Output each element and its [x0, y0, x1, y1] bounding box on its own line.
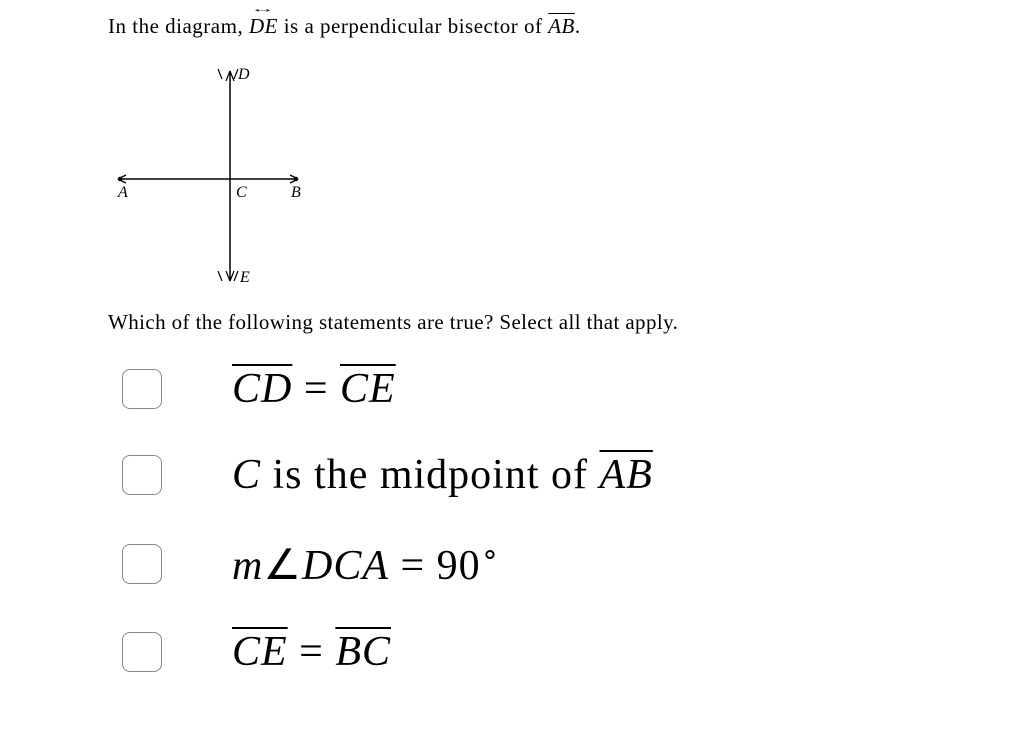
segment-label: CE	[340, 366, 396, 412]
option-text: m∠DCA = 90∘	[232, 537, 500, 590]
svg-text:C: C	[236, 184, 247, 201]
option-row: C is the midpoint of AB	[122, 451, 1014, 499]
degree-symbol: ∘	[481, 539, 500, 571]
intro-text: In the diagram, DE is a perpendicular bi…	[108, 14, 1014, 39]
math-text: = 90	[389, 543, 481, 589]
checkbox-opt-ce-bc[interactable]	[122, 632, 162, 672]
perpendicular-bisector-diagram: A B C D E	[108, 49, 338, 289]
intro-middle: is a perpendicular bisector of	[278, 14, 548, 38]
segment-de: DE	[249, 14, 278, 39]
math-var: m	[232, 543, 263, 589]
question-text: Which of the following statements are tr…	[108, 310, 1014, 335]
math-var: DCA	[302, 543, 389, 589]
options-container: CD = CE C is the midpoint of AB m∠DCA = 90…	[122, 365, 1014, 676]
svg-text:A: A	[117, 184, 128, 201]
checkbox-opt-c-midpoint[interactable]	[122, 455, 162, 495]
segment-ab: AB	[548, 14, 575, 38]
svg-text:E: E	[239, 269, 250, 286]
angle-symbol: ∠	[263, 543, 302, 589]
intro-prefix: In the diagram,	[108, 14, 249, 38]
segment-label: CE	[232, 629, 288, 675]
svg-text:B: B	[291, 184, 301, 201]
math-var: C	[232, 452, 261, 498]
segment-label: BC	[335, 629, 391, 675]
option-row: m∠DCA = 90∘	[122, 537, 1014, 590]
checkbox-opt-angle-dca[interactable]	[122, 544, 162, 584]
option-text: C is the midpoint of AB	[232, 451, 653, 499]
option-text: CD = CE	[232, 365, 396, 413]
math-text: =	[292, 366, 340, 412]
diagram-container: A B C D E	[108, 49, 1014, 294]
option-text: CE = BC	[232, 628, 391, 676]
segment-label: AB	[600, 452, 653, 498]
segment-label: CD	[232, 366, 292, 412]
math-text: =	[288, 629, 336, 675]
option-row: CE = BC	[122, 628, 1014, 676]
math-text: is the midpoint of	[261, 452, 600, 498]
option-row: CD = CE	[122, 365, 1014, 413]
intro-suffix: .	[575, 14, 581, 38]
checkbox-opt-cd-ce[interactable]	[122, 369, 162, 409]
svg-text:D: D	[237, 66, 250, 83]
